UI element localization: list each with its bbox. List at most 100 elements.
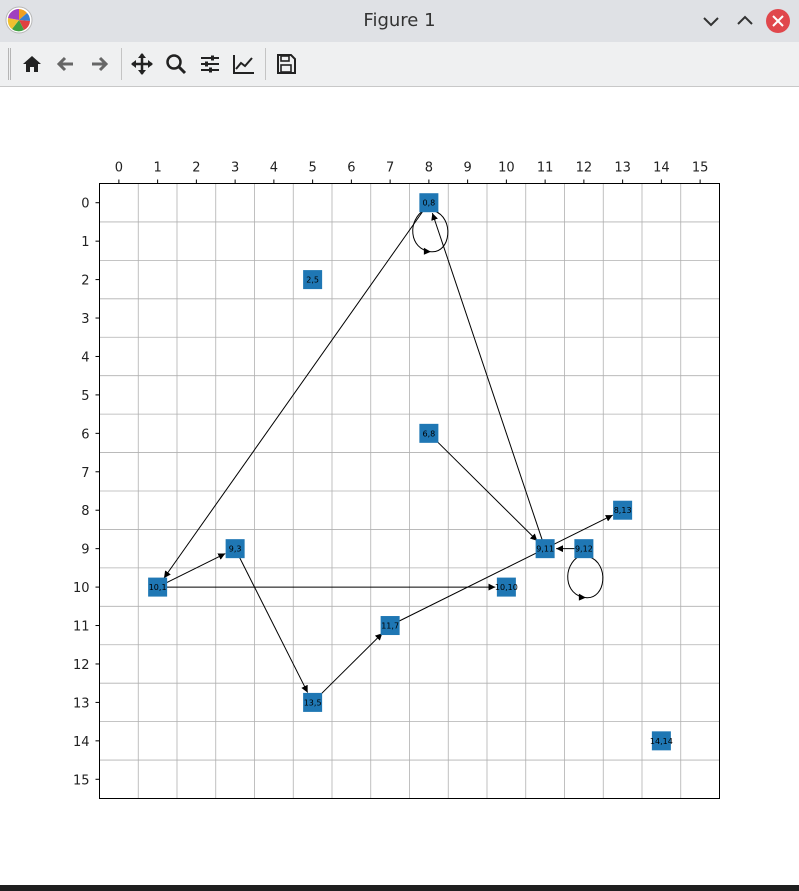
graph-node[interactable]: 8,13 (613, 500, 633, 520)
y-tick-label: 12 (73, 658, 90, 673)
taskbar-edge (0, 885, 799, 891)
graph-node[interactable]: 2,5 (303, 270, 323, 290)
y-tick-label: 4 (81, 350, 89, 365)
node-label: 14,14 (650, 737, 673, 746)
self-loop-arrowhead (423, 247, 431, 255)
node-marker (419, 193, 439, 213)
edge-arrow (431, 212, 544, 544)
x-tick-label: 5 (308, 161, 316, 176)
x-tick-label: 9 (463, 161, 471, 176)
node-label: 9,3 (229, 545, 242, 554)
x-tick-label: 7 (386, 161, 394, 176)
node-marker (419, 423, 439, 443)
y-tick-label: 2 (81, 274, 89, 289)
home-button[interactable] (18, 50, 46, 78)
minimize-chevron-down-icon[interactable] (699, 9, 723, 33)
y-tick-label: 15 (73, 773, 90, 788)
x-tick-label: 4 (270, 161, 278, 176)
node-label: 11,7 (381, 622, 399, 631)
node-marker (651, 731, 671, 751)
save-button[interactable] (272, 50, 300, 78)
y-tick-label: 13 (73, 696, 90, 711)
zoom-button[interactable] (162, 50, 190, 78)
edit-axis-lines-icon (233, 55, 254, 74)
save-floppy-icon (277, 54, 296, 74)
node-label: 10,10 (495, 583, 518, 592)
x-tick-label: 6 (347, 161, 355, 176)
y-tick-label: 6 (81, 427, 89, 442)
forward-button[interactable] (85, 50, 113, 78)
pan-button[interactable] (128, 50, 156, 78)
edge-arrow (432, 437, 538, 542)
graph-node[interactable]: 14,14 (650, 731, 673, 751)
toolbar-grip[interactable] (8, 48, 11, 80)
y-tick-label: 7 (81, 466, 89, 481)
node-marker (613, 500, 633, 520)
window-titlebar: Figure 1 (0, 0, 799, 42)
edge-arrow (395, 514, 613, 624)
graph-node[interactable]: 11,7 (380, 616, 400, 636)
graph-edges (162, 207, 613, 699)
node-marker (303, 692, 323, 712)
node-label: 0,8 (423, 199, 436, 208)
axis-ticks: 0 1 2 3 4 5 6 7 8 9 10 11 12 13 14 15012345678910111213… (73, 161, 708, 789)
maximize-chevron-up-icon[interactable] (733, 9, 757, 33)
edit-axis-button[interactable] (230, 50, 258, 78)
graph-node[interactable]: 10,1 (148, 577, 168, 597)
node-marker (496, 577, 516, 597)
forward-arrow-icon (92, 56, 109, 72)
graph-node[interactable]: 9,12 (574, 539, 594, 559)
configure-subplots-button[interactable] (196, 50, 224, 78)
graph-plot[interactable]: 0 1 2 3 4 5 6 7 8 9 10 11 12 13 14 15012345678910111213… (0, 87, 799, 885)
x-tick-label: 14 (653, 161, 670, 176)
toolbar-separator (121, 48, 122, 80)
x-tick-label: 3 (231, 161, 239, 176)
configure-subplots-icon (201, 55, 219, 73)
node-marker (535, 539, 555, 559)
node-label: 13,5 (304, 698, 322, 707)
navigation-toolbar (0, 42, 799, 87)
axes-frame (99, 183, 720, 799)
graph-nodes: 0,8 2,5 6,8 8,13 9,3 9,11 9,12 10,1 10,10 11,7 13,… (148, 193, 673, 751)
x-tick-label: 11 (537, 161, 554, 176)
graph-node[interactable]: 10,10 (495, 577, 518, 597)
figure-canvas[interactable]: 0 1 2 3 4 5 6 7 8 9 10 11 12 13 14 15 0 1 2 3 4 5 6 7 8 9 10 11 12 13… (0, 87, 799, 885)
node-label: 2,5 (306, 276, 319, 285)
back-button[interactable] (52, 50, 80, 78)
window-title: Figure 1 (363, 10, 436, 31)
node-marker (303, 270, 323, 290)
graph-node[interactable]: 9,3 (225, 539, 245, 559)
node-label: 9,12 (575, 545, 593, 554)
y-tick-label: 0 (81, 197, 89, 212)
edge-arrow (237, 553, 309, 693)
x-tick-label: 13 (614, 161, 631, 176)
y-tick-label: 3 (81, 312, 89, 327)
y-tick-label: 9 (81, 543, 89, 558)
x-tick-label: 1 (153, 161, 161, 176)
x-tick-label: 10 (498, 161, 515, 176)
x-tick-label: 2 (192, 161, 200, 176)
edge-arrow (163, 207, 426, 579)
edge-arrow (316, 632, 383, 699)
home-icon (23, 56, 41, 72)
graph-node[interactable]: 9,11 (535, 539, 555, 559)
node-label: 10,1 (149, 583, 167, 592)
graph-node[interactable]: 6,8 (419, 423, 439, 443)
self-loop-edge (567, 555, 604, 599)
app-logo-icon (5, 6, 33, 34)
close-icon[interactable] (766, 9, 790, 33)
y-tick-label: 14 (73, 735, 90, 750)
pan-move-icon (131, 53, 153, 75)
graph-node[interactable]: 0,8 (419, 193, 439, 213)
y-tick-label: 11 (73, 620, 90, 635)
x-tick-label: 15 (692, 161, 709, 176)
node-marker (380, 616, 400, 636)
edge-arrow (162, 553, 226, 585)
y-tick-label: 8 (81, 504, 89, 519)
back-arrow-icon (56, 56, 73, 72)
graph-node[interactable]: 13,5 (303, 692, 323, 712)
zoom-magnifier-icon (166, 54, 187, 75)
self-loop-arrowhead (578, 593, 586, 601)
self-loop-edge (412, 209, 449, 253)
x-tick-label: 12 (576, 161, 593, 176)
